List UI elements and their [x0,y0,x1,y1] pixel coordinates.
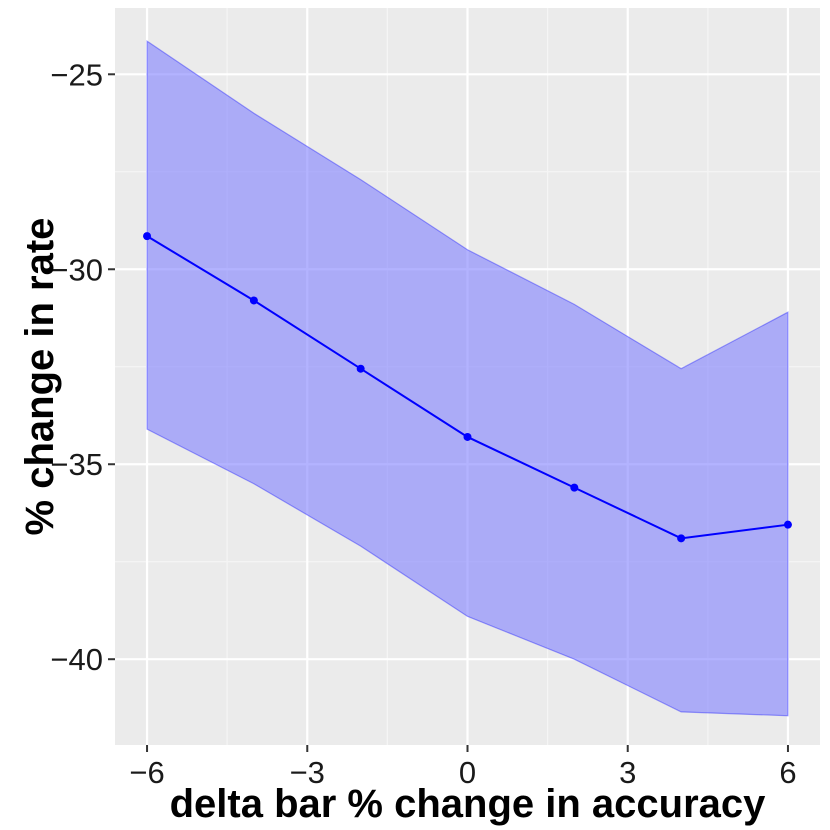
y-axis-ticks: −25 −30 −35 −40 [50,57,115,677]
confidence-ribbon [146,40,789,717]
y-tick-label: −25 [50,57,103,92]
data-points [143,232,792,543]
x-axis-ticks: −6 −3 0 3 6 [129,745,797,790]
x-axis-title: delta bar % change in accuracy [170,782,767,826]
y-tick-label: −40 [50,642,103,677]
x-tick-label: −3 [290,755,325,790]
data-point [677,534,686,543]
data-point [570,483,579,492]
x-tick-label: 3 [619,755,636,790]
data-point [783,520,792,529]
x-tick-label: −6 [129,755,164,790]
x-tick-label: 0 [459,755,476,790]
y-tick-label: −35 [50,447,103,482]
data-point [249,296,258,305]
data-point [143,232,152,241]
y-axis-title: % change in rate [18,218,62,536]
x-tick-label: 6 [779,755,796,790]
data-point [356,364,365,373]
data-point [463,432,472,441]
y-tick-label: −30 [50,252,103,287]
